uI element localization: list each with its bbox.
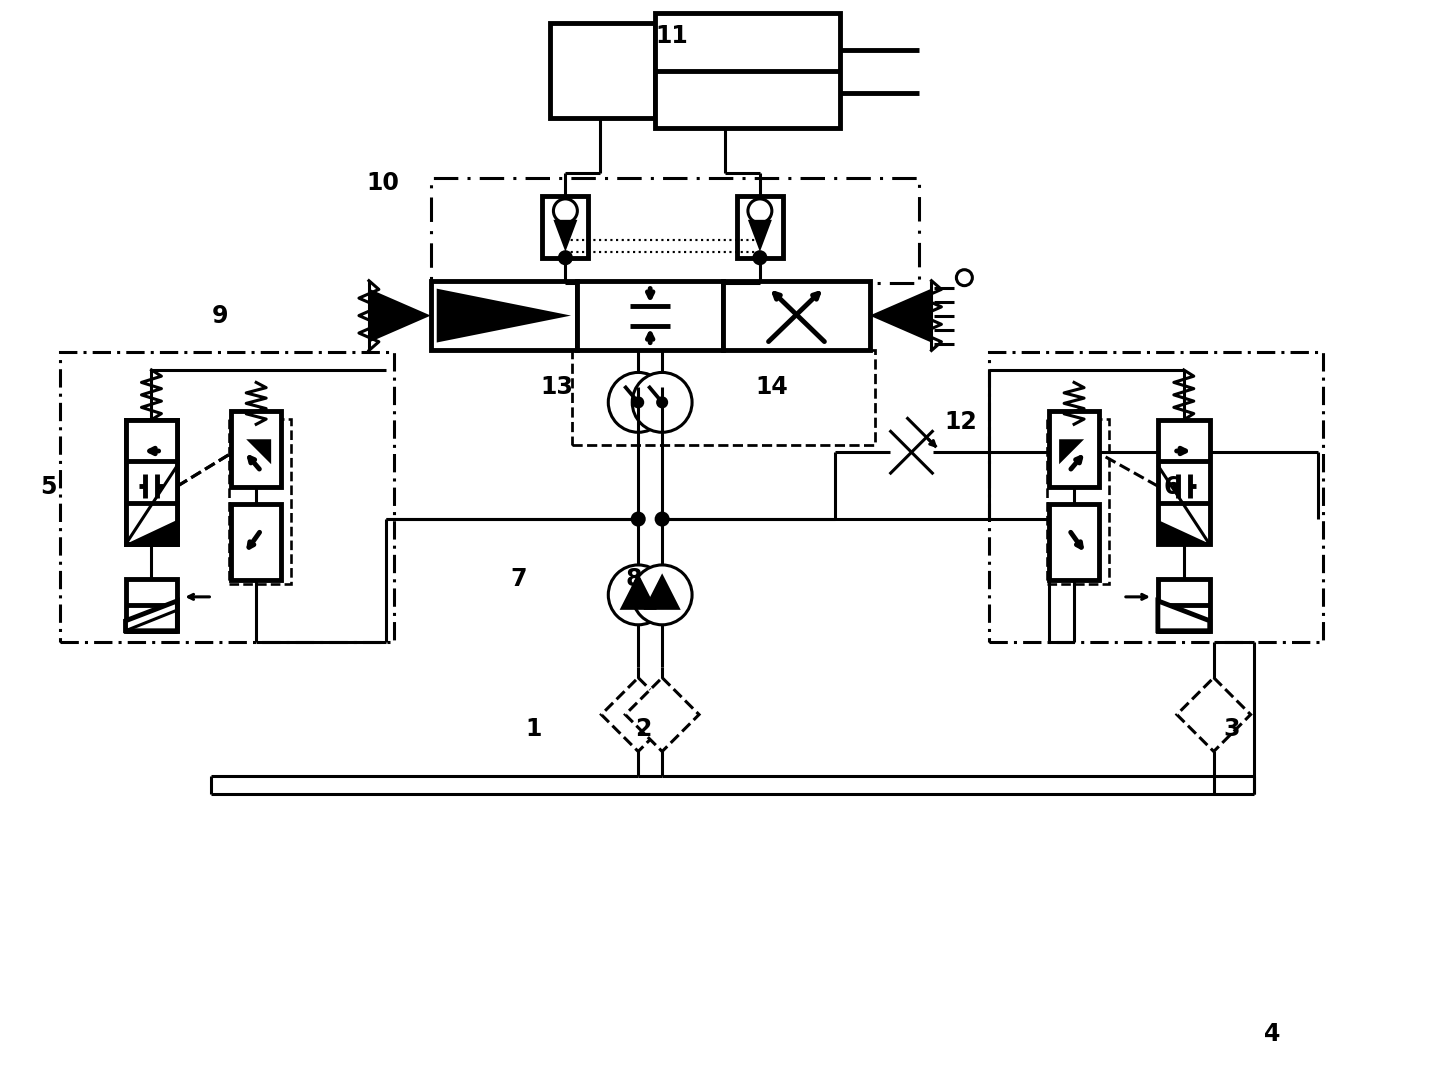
Bar	[125, 420, 177, 461]
Polygon shape	[125, 520, 177, 545]
Bar	[550, 23, 655, 118]
Bar	[737, 196, 783, 258]
Bar	[125, 420, 177, 545]
Text: 6: 6	[1164, 475, 1180, 499]
Bar	[231, 504, 282, 579]
Polygon shape	[1059, 439, 1083, 464]
Text: 9: 9	[211, 303, 228, 327]
Circle shape	[957, 270, 973, 286]
Polygon shape	[553, 220, 578, 252]
Circle shape	[553, 199, 578, 223]
Polygon shape	[369, 289, 431, 342]
Text: 13: 13	[540, 375, 573, 399]
Circle shape	[632, 565, 693, 625]
Polygon shape	[437, 289, 570, 342]
Text: 7: 7	[510, 567, 527, 591]
Bar	[572, 350, 875, 446]
Bar	[431, 280, 578, 350]
Polygon shape	[1158, 601, 1210, 630]
Bar	[723, 280, 869, 350]
Circle shape	[632, 513, 644, 525]
Text: 11: 11	[655, 24, 688, 48]
Bar	[655, 13, 839, 128]
Text: 4: 4	[1263, 1022, 1280, 1046]
Polygon shape	[619, 573, 657, 610]
Polygon shape	[869, 289, 931, 342]
Text: 3: 3	[1224, 716, 1240, 740]
Bar	[431, 178, 920, 283]
Bar	[230, 420, 292, 584]
Bar	[231, 411, 282, 487]
Bar	[60, 352, 394, 641]
Polygon shape	[1177, 677, 1250, 751]
Bar	[1048, 420, 1109, 584]
Polygon shape	[625, 677, 698, 751]
Bar	[125, 579, 177, 630]
Text: 5: 5	[40, 475, 56, 499]
Text: 14: 14	[754, 375, 787, 399]
Text: 12: 12	[944, 410, 977, 435]
Circle shape	[559, 252, 572, 264]
Polygon shape	[1158, 520, 1210, 545]
Bar	[125, 461, 177, 503]
Text: 10: 10	[366, 171, 399, 195]
Circle shape	[608, 565, 668, 625]
Bar	[1049, 504, 1099, 579]
Circle shape	[657, 513, 668, 525]
Circle shape	[608, 373, 668, 433]
Circle shape	[754, 252, 766, 264]
Polygon shape	[747, 220, 772, 252]
Bar	[1049, 411, 1099, 487]
Text: 1: 1	[526, 716, 542, 740]
Polygon shape	[644, 573, 681, 610]
Bar	[1158, 579, 1210, 630]
Circle shape	[658, 398, 667, 407]
Bar	[578, 280, 723, 350]
Polygon shape	[246, 439, 272, 464]
Bar	[542, 196, 588, 258]
Text: 2: 2	[635, 716, 651, 740]
Circle shape	[634, 398, 642, 407]
Bar	[989, 352, 1323, 641]
Polygon shape	[601, 677, 675, 751]
Circle shape	[632, 373, 693, 433]
Circle shape	[747, 199, 772, 223]
Bar	[125, 503, 177, 545]
Bar	[1158, 420, 1210, 545]
Text: 8: 8	[625, 567, 642, 591]
Polygon shape	[125, 601, 177, 630]
